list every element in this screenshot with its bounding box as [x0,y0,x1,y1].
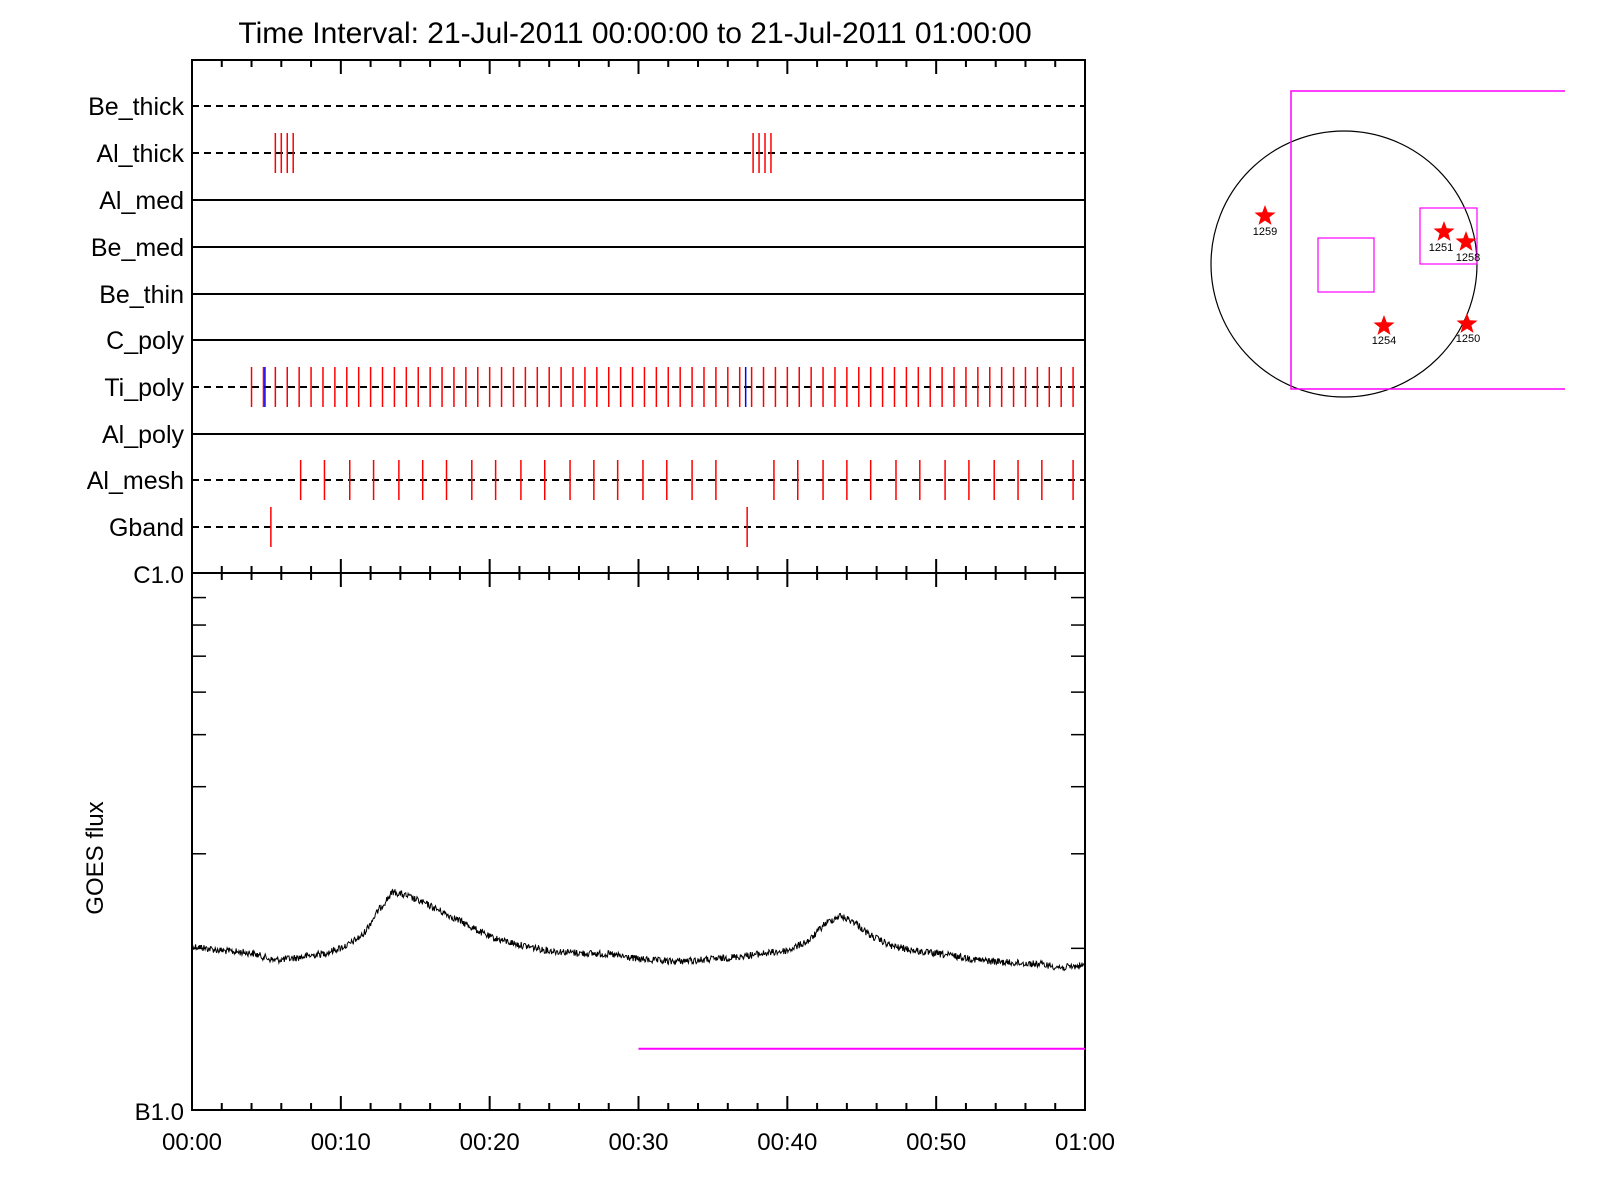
active-region-star [1455,231,1477,251]
row-label: Al_mesh [87,467,184,495]
timeline-panel: Be_thick Al_thick Al_med Be_med Be_thin C_pol… [87,59,1086,574]
chart-title: Time Interval: 21-Jul-2011 00:00:00 to 2… [238,17,1031,50]
y-tick-label: C1.0 [133,562,184,589]
row-label: Be_thick [88,93,184,121]
goes-flux-panel: 00:00 00:10 00:20 00:30 00:40 00:50 01:00 B1.0 C… [82,562,1115,1156]
active-region-label: 1259 [1253,226,1277,238]
active-region-star [1373,315,1395,335]
x-tick-label: 00:40 [757,1129,817,1156]
x-tick-label: 00:30 [608,1129,668,1156]
row-label: Gband [109,514,184,542]
active-region-label: 1251 [1429,242,1453,254]
field-of-view-box [1290,90,1565,390]
active-region-label: 1254 [1372,335,1396,347]
x-tick-label: 00:20 [460,1129,520,1156]
row-label: Al_poly [102,421,184,449]
active-region-star [1254,205,1276,225]
active-region-label: 1258 [1456,252,1480,264]
active-region-star [1456,313,1478,333]
timeline-frame [191,59,1086,574]
goes-flux-line [191,888,1086,972]
region-box [1419,207,1478,265]
x-tick-label: 00:00 [162,1129,222,1156]
row-label: Be_thin [99,281,184,309]
row-label: C_poly [106,327,184,355]
row-label: Al_thick [96,140,184,168]
active-region-label: 1250 [1456,333,1480,345]
x-tick-label: 00:50 [906,1129,966,1156]
row-label: Al_med [99,187,184,215]
row-label: Ti_poly [104,374,184,402]
y-tick-label: B1.0 [135,1099,184,1126]
pointing-box [1317,237,1375,293]
plot-frame [191,572,1086,1111]
active-region-star [1433,221,1455,241]
x-tick-label: 00:10 [311,1129,371,1156]
y-axis-label: GOES flux [82,801,109,914]
row-label: Be_med [91,234,184,262]
x-tick-label: 01:00 [1055,1129,1115,1156]
